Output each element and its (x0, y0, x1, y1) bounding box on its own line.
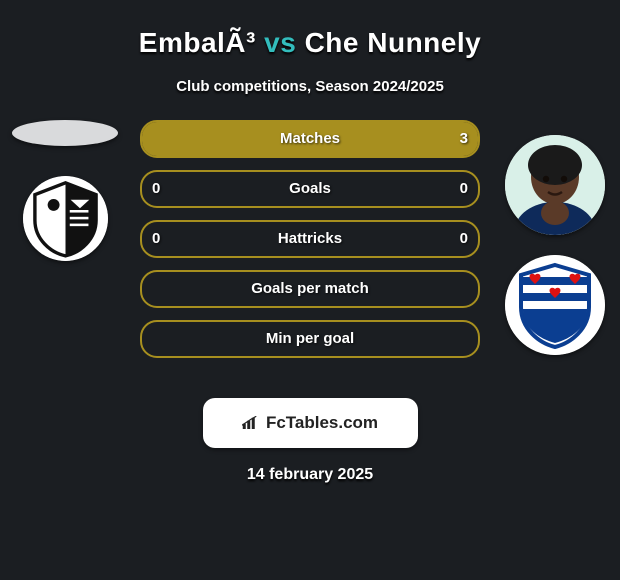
stat-row: Min per goal (140, 320, 480, 358)
stat-row: Goals per match (140, 270, 480, 308)
branding-text: FcTables.com (266, 413, 378, 433)
stat-label: Hattricks (278, 230, 342, 247)
stat-value-right: 0 (460, 230, 468, 247)
subtitle: Club competitions, Season 2024/2025 (0, 78, 620, 95)
stat-label: Goals (289, 180, 331, 197)
bar-chart-icon (242, 416, 260, 430)
stat-label: Goals per match (251, 280, 369, 297)
player2-avatar-icon (505, 135, 605, 235)
player2-photo (505, 135, 605, 235)
stat-row: Matches 3 (140, 120, 480, 158)
stat-label: Matches (280, 130, 340, 147)
player2-name: Che Nunnely (305, 27, 482, 58)
branding-badge[interactable]: FcTables.com (203, 398, 418, 448)
player1-club-logo (23, 176, 108, 261)
stat-row: 0 Goals 0 (140, 170, 480, 208)
stat-value-left: 0 (152, 230, 160, 247)
player1-name: EmbalÃ³ (139, 27, 256, 58)
right-column (490, 120, 620, 355)
vitoria-shield-icon (23, 176, 108, 261)
stat-value-right: 0 (460, 180, 468, 197)
comparison-content: Matches 3 0 Goals 0 0 Hattricks 0 Goals per matc… (0, 120, 620, 380)
comparison-date: 14 february 2025 (0, 466, 620, 484)
stat-value-right: 3 (460, 130, 468, 147)
left-column (0, 120, 130, 261)
vs-separator: vs (256, 27, 305, 58)
player1-photo-placeholder (12, 120, 118, 146)
heerenveen-crest-icon (505, 255, 605, 355)
page-title: EmbalÃ³ vs Che Nunnely (0, 19, 620, 59)
stat-label: Min per goal (266, 330, 354, 347)
stat-row: 0 Hattricks 0 (140, 220, 480, 258)
player2-club-logo (505, 255, 605, 355)
stats-panel: Matches 3 0 Goals 0 0 Hattricks 0 Goals per matc… (140, 120, 480, 358)
stat-value-left: 0 (152, 180, 160, 197)
